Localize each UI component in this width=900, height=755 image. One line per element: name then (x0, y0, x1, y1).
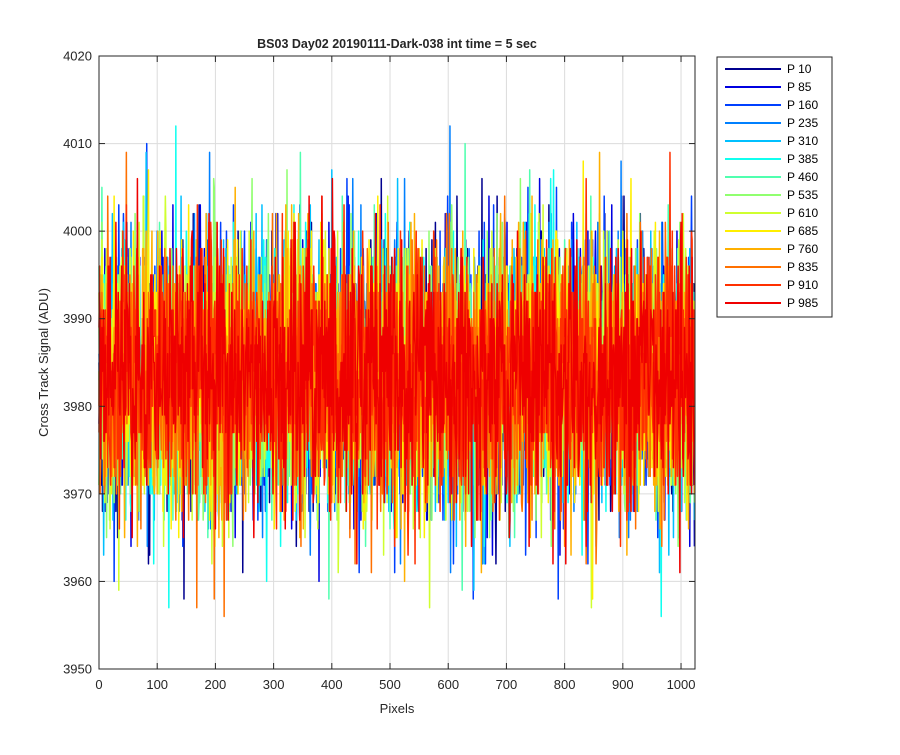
y-tick-label: 3950 (63, 662, 92, 677)
legend-label: P 535 (787, 188, 818, 202)
y-tick-label: 4020 (63, 49, 92, 64)
legend-label: P 385 (787, 152, 818, 166)
y-tick-label: 3980 (63, 399, 92, 414)
x-axis-label: Pixels (380, 701, 415, 716)
legend-label: P 985 (787, 296, 818, 310)
x-tick-label: 600 (437, 677, 459, 692)
legend-label: P 310 (787, 134, 818, 148)
y-tick-label: 3960 (63, 574, 92, 589)
y-tick-label: 3970 (63, 486, 92, 501)
legend-label: P 460 (787, 170, 818, 184)
x-tick-label: 300 (263, 677, 285, 692)
legend-label: P 685 (787, 224, 818, 238)
x-tick-label: 400 (321, 677, 343, 692)
y-axis-label: Cross Track Signal (ADU) (36, 288, 51, 437)
x-tick-label: 1000 (667, 677, 696, 692)
y-tick-label: 4000 (63, 224, 92, 239)
legend-label: P 85 (787, 80, 812, 94)
legend-label: P 910 (787, 278, 818, 292)
axis-ticks: 0 100 200 300 400 500 600 700 800 900 1000 3950 3960… (63, 49, 695, 693)
legend-label: P 160 (787, 98, 818, 112)
legend-label: P 235 (787, 116, 818, 130)
legend-label: P 760 (787, 242, 818, 256)
legend: P 10 P 85 P 160 P 235 P 310 P 385 P 460 P 535 P … (716, 56, 833, 318)
x-tick-label: 700 (496, 677, 518, 692)
x-tick-label: 200 (205, 677, 227, 692)
legend-label: P 610 (787, 206, 818, 220)
legend-box (716, 56, 833, 318)
series-line (98, 177, 696, 574)
series-lines (98, 125, 696, 618)
legend-label: P 10 (787, 62, 812, 76)
x-tick-label: 900 (612, 677, 634, 692)
plot-box (98, 55, 696, 670)
y-tick-label: 4010 (63, 136, 92, 151)
chart-title: BS03 Day02 20190111-Dark-038 int time = … (257, 37, 537, 51)
y-tick-label: 3990 (63, 311, 92, 326)
x-tick-label: 100 (146, 677, 168, 692)
x-tick-label: 0 (95, 677, 102, 692)
x-tick-label: 500 (379, 677, 401, 692)
x-tick-label: 800 (554, 677, 576, 692)
legend-label: P 835 (787, 260, 818, 274)
series-line (98, 151, 696, 565)
